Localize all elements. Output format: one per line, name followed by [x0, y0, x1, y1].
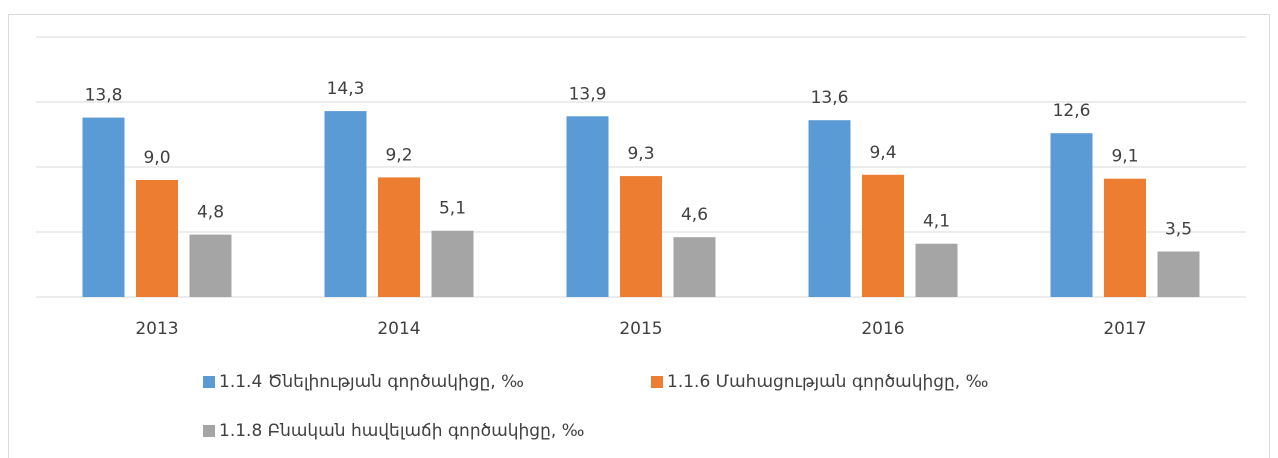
- legend-swatch: [651, 376, 663, 388]
- x-tick-label: 2013: [135, 319, 178, 339]
- bar: [189, 234, 232, 297]
- bar: [862, 174, 904, 297]
- data-label: 13,6: [811, 88, 849, 108]
- data-label: 4,1: [923, 212, 950, 232]
- bar: [620, 176, 662, 297]
- bar: [1104, 178, 1146, 297]
- bar: [915, 243, 958, 297]
- data-label: 9,1: [1111, 147, 1138, 167]
- bar: [1050, 133, 1093, 297]
- data-label: 5,1: [439, 199, 466, 219]
- data-label: 9,2: [385, 145, 412, 165]
- bar: [324, 111, 367, 297]
- data-label: 13,8: [85, 86, 123, 106]
- bar: [82, 117, 125, 297]
- legend-label: 1.1.8 Բնական հավելաճի գործակիցը, ‰: [219, 421, 584, 441]
- x-tick-label: 2017: [1103, 319, 1146, 339]
- bar: [808, 120, 851, 297]
- x-tick-label: 2015: [619, 319, 662, 339]
- data-label: 9,4: [869, 143, 896, 163]
- data-label: 4,8: [197, 203, 224, 223]
- bar: [136, 180, 178, 297]
- bar: [566, 116, 609, 297]
- data-label: 12,6: [1053, 101, 1091, 121]
- x-tick-label: 2014: [377, 319, 420, 339]
- bar: [1157, 251, 1200, 297]
- legend-label: 1.1.4 Ծնելիության գործակիցը, ‰: [219, 372, 524, 392]
- x-tick-label: 2016: [861, 319, 904, 339]
- legend-label: 1.1.6 Մահացության գործակիցը, ‰: [667, 372, 988, 392]
- legend-swatch: [203, 425, 215, 437]
- data-label: 9,0: [143, 148, 170, 168]
- bar: [431, 230, 474, 297]
- data-label: 4,6: [681, 205, 708, 225]
- bar: [673, 237, 716, 297]
- legend-swatch: [203, 376, 215, 388]
- data-label: 3,5: [1165, 220, 1192, 240]
- data-label: 14,3: [327, 79, 365, 99]
- bar: [378, 177, 420, 297]
- data-label: 9,3: [627, 144, 654, 164]
- data-label: 13,9: [569, 84, 607, 104]
